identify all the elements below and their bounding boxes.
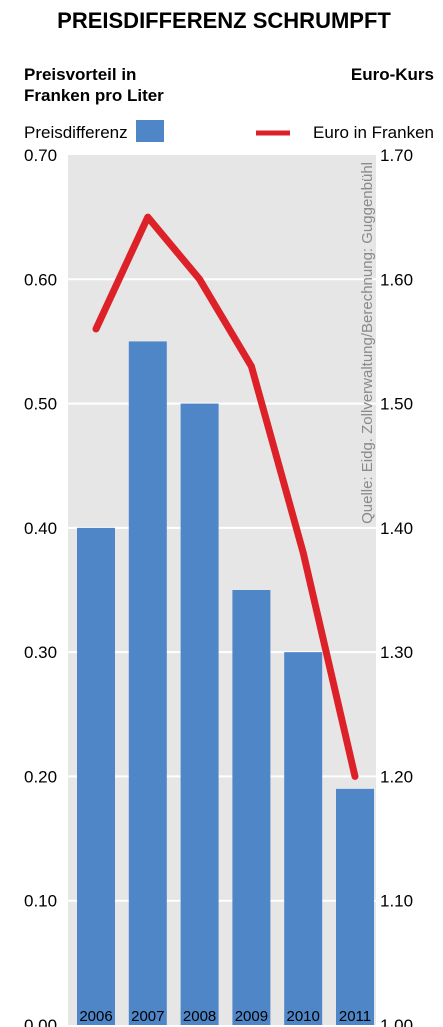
- y-tick-left-label: 0.30: [24, 643, 57, 662]
- y-tick-left-label: 0.50: [24, 395, 57, 414]
- legend-line-label: Euro in Franken: [313, 123, 434, 142]
- legend-bar-swatch: [136, 120, 164, 142]
- left-y-ticks: 0.00 0.10 0.20 0.30 0.40 0.50 0.60 0.70: [24, 146, 57, 1027]
- left-axis-title-line-2: Franken pro Liter: [24, 86, 164, 105]
- legend-bar-label: Preisdifferenz: [24, 123, 128, 142]
- left-axis-title-line-1: Preisvorteil in: [24, 65, 136, 84]
- x-tick-label: 2007: [131, 1008, 164, 1025]
- gridlines: [68, 278, 376, 902]
- bar-2008: [180, 403, 219, 1026]
- bars: [77, 341, 374, 1026]
- euro-line: [92, 213, 359, 780]
- chart-title: PREISDIFFERENZ SCHRUMPFT: [57, 8, 391, 33]
- x-tick-label: 2008: [183, 1008, 216, 1025]
- bar-2007: [128, 341, 167, 1025]
- y-tick-right-label: 1.20: [380, 767, 413, 786]
- x-ticks: 2006 2007 2008 2009 2010 2011: [79, 1008, 371, 1025]
- bar-2009: [232, 590, 271, 1025]
- y-tick-left-label: 0.40: [24, 519, 57, 538]
- source-note: Quelle: Eidg. Zollverwaltung/Berechnung:…: [359, 162, 376, 524]
- x-tick-label: 2009: [235, 1008, 268, 1025]
- y-tick-left-label: 0.00: [24, 1016, 57, 1027]
- y-tick-right-label: 1.70: [380, 146, 413, 165]
- y-tick-right-label: 1.10: [380, 892, 413, 911]
- bar-2006: [77, 527, 115, 1025]
- y-tick-left-label: 0.10: [24, 892, 57, 911]
- y-tick-right-label: 1.00: [380, 1016, 413, 1027]
- right-axis-title: Euro-Kurs: [351, 65, 434, 84]
- x-tick-label: 2006: [79, 1008, 112, 1025]
- y-tick-left-label: 0.20: [24, 767, 57, 786]
- y-tick-right-label: 1.30: [380, 643, 413, 662]
- y-tick-right-label: 1.40: [380, 519, 413, 538]
- x-tick-label: 2011: [339, 1008, 371, 1025]
- right-y-ticks: 1.00 1.10 1.20 1.30 1.40 1.50 1.60 1.70: [380, 146, 413, 1027]
- plot-area: [68, 155, 376, 1025]
- y-tick-right-label: 1.50: [380, 395, 413, 414]
- y-tick-left-label: 0.70: [24, 146, 57, 165]
- bar-2011: [336, 788, 374, 1025]
- x-tick-label: 2010: [287, 1008, 320, 1025]
- y-tick-right-label: 1.60: [380, 270, 413, 289]
- y-tick-left-label: 0.60: [24, 270, 57, 289]
- bar-2010: [284, 652, 323, 1025]
